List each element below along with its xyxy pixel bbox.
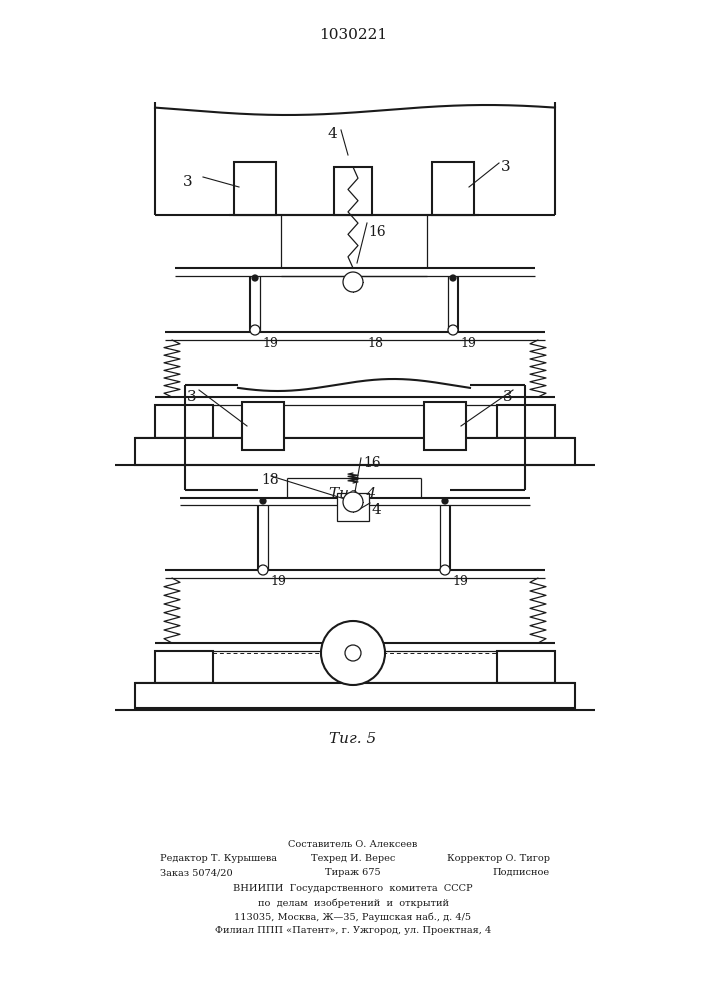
Text: Подписное: Подписное <box>493 868 550 877</box>
Circle shape <box>442 498 448 504</box>
Text: 18: 18 <box>367 337 383 350</box>
Text: 4: 4 <box>371 503 381 517</box>
Bar <box>432 162 474 215</box>
Circle shape <box>260 498 266 504</box>
Bar <box>334 167 372 215</box>
Text: Составитель О. Алексеев: Составитель О. Алексеев <box>288 840 418 849</box>
Circle shape <box>250 325 260 335</box>
Text: 1030221: 1030221 <box>319 28 387 42</box>
Circle shape <box>343 272 363 292</box>
Text: Техред И. Верес: Техред И. Верес <box>311 854 395 863</box>
Bar <box>497 405 555 438</box>
Circle shape <box>258 565 268 575</box>
Text: 16: 16 <box>368 225 385 239</box>
Text: Τиг. 4: Τиг. 4 <box>329 487 377 501</box>
Circle shape <box>450 275 456 281</box>
Bar <box>135 438 575 465</box>
Bar <box>424 402 466 450</box>
Bar <box>155 651 213 683</box>
Circle shape <box>252 275 258 281</box>
Bar <box>497 651 555 683</box>
Text: 3: 3 <box>187 390 197 404</box>
Text: Заказ 5074/20: Заказ 5074/20 <box>160 868 233 877</box>
Text: 19: 19 <box>270 575 286 588</box>
Circle shape <box>321 621 385 685</box>
Bar <box>234 162 276 215</box>
Circle shape <box>345 645 361 661</box>
Text: 4: 4 <box>328 127 338 141</box>
Text: Редактор Т. Курышева: Редактор Т. Курышева <box>160 854 277 863</box>
Text: по  делам  изобретений  и  открытий: по делам изобретений и открытий <box>257 898 448 908</box>
Text: 19: 19 <box>460 337 476 350</box>
Bar <box>242 402 284 450</box>
Text: 18: 18 <box>261 473 279 487</box>
Text: 3: 3 <box>503 390 513 404</box>
Text: Корректор О. Тигор: Корректор О. Тигор <box>447 854 550 863</box>
Circle shape <box>440 565 450 575</box>
Bar <box>337 493 369 521</box>
Text: 19: 19 <box>452 575 468 588</box>
Text: 113035, Москва, Ж—35, Раушская наб., д. 4/5: 113035, Москва, Ж—35, Раушская наб., д. … <box>235 912 472 922</box>
Text: Филиал ППП «Патент», г. Ужгород, ул. Проектная, 4: Филиал ППП «Патент», г. Ужгород, ул. Про… <box>215 926 491 935</box>
Text: ВНИИПИ  Государственного  комитета  СССР: ВНИИПИ Государственного комитета СССР <box>233 884 473 893</box>
Text: 3: 3 <box>501 160 510 174</box>
Bar <box>135 683 575 708</box>
Circle shape <box>448 325 458 335</box>
Text: 16: 16 <box>363 456 380 470</box>
Text: 19: 19 <box>262 337 278 350</box>
Text: Τиг. 5: Τиг. 5 <box>329 732 377 746</box>
Bar <box>155 405 213 438</box>
Text: 3: 3 <box>183 175 192 189</box>
Circle shape <box>343 492 363 512</box>
Text: Тираж 675: Тираж 675 <box>325 868 381 877</box>
